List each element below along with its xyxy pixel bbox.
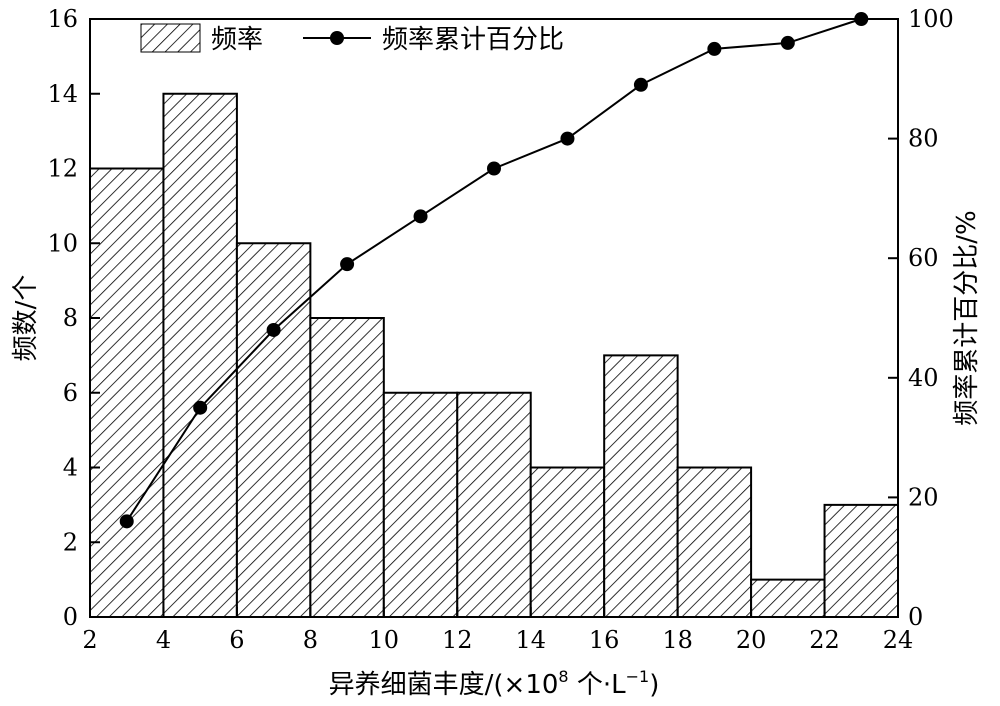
bar-4-6 <box>162 92 238 618</box>
y-right-tick-label: 80 <box>908 125 939 153</box>
axis-tick-labels: 2 4 6 8 10 12 14 16 18 20 22 2402468101214160204060… <box>47 5 953 654</box>
legend-bar-label: 频率 <box>211 25 263 55</box>
bar-18-20 <box>676 466 753 618</box>
x-tick-label: 2 <box>82 626 97 654</box>
bar-20-22 <box>750 578 826 618</box>
y-left-tick-label: 0 <box>63 603 78 631</box>
x-axis-title-unit-exponent: −1 <box>626 667 650 686</box>
bar-2-4 <box>89 167 165 618</box>
cumulative-point-21 <box>780 35 795 50</box>
x-axis-title-exponent: 8 <box>558 667 568 686</box>
y-left-tick-label: 16 <box>47 5 78 33</box>
bar-10-12 <box>382 391 459 618</box>
x-tick-label: 14 <box>515 626 546 654</box>
bar-14-16 <box>529 466 606 618</box>
x-tick-label: 12 <box>442 626 473 654</box>
y-left-tick-label: 14 <box>47 80 78 108</box>
cumulative-line-series <box>119 12 869 529</box>
y-left-tick-label: 12 <box>47 155 78 183</box>
y-left-axis-title: 频数/个 <box>11 275 41 362</box>
bar-16-18 <box>603 354 679 618</box>
cumulative-point-5 <box>193 400 208 415</box>
cumulative-point-13 <box>487 161 501 176</box>
legend-bar-swatch <box>140 23 201 53</box>
bar-22-24 <box>823 503 900 618</box>
legend-line-label: 频率累计百分比 <box>382 25 564 55</box>
x-axis-title-close: ) <box>649 670 659 700</box>
x-axis-title-unit: 个·L <box>569 670 627 700</box>
x-tick-label: 10 <box>369 626 400 654</box>
bar-6-8 <box>235 242 312 618</box>
x-axis-title-main: 异养细菌丰度/(×10 <box>329 670 559 700</box>
x-tick-label: 22 <box>809 626 840 654</box>
y-right-tick-label: 100 <box>908 5 954 33</box>
y-right-tick-label: 60 <box>908 244 939 272</box>
y-left-tick-label: 10 <box>47 229 78 257</box>
y-left-tick-label: 8 <box>63 304 78 332</box>
x-tick-label: 16 <box>589 626 620 654</box>
x-axis-title: 异养细菌丰度/(×108 个·L−1) <box>329 667 660 700</box>
cumulative-point-7 <box>266 322 281 337</box>
axis-ticks <box>89 18 899 618</box>
y-right-tick-label: 40 <box>908 364 939 392</box>
cumulative-point-17 <box>633 77 648 92</box>
x-tick-label: 24 <box>883 626 914 654</box>
y-left-tick-label: 2 <box>63 528 78 556</box>
bar-series <box>89 92 900 618</box>
bar-8-10 <box>309 317 385 618</box>
y-right-tick-label: 0 <box>908 603 923 631</box>
bar-12-14 <box>456 391 532 618</box>
cumulative-point-19 <box>707 41 722 56</box>
y-right-axis-title: 频率累计百分比/% <box>952 210 982 425</box>
legend-line-marker <box>330 31 344 45</box>
y-right-tick-label: 20 <box>908 483 939 511</box>
x-tick-label: 8 <box>303 626 318 654</box>
cumulative-point-3 <box>119 514 134 529</box>
x-tick-label: 6 <box>229 626 244 654</box>
y-left-tick-label: 6 <box>63 379 78 407</box>
cumulative-point-9 <box>340 257 355 272</box>
x-tick-label: 4 <box>156 626 171 654</box>
cumulative-point-15 <box>560 131 575 146</box>
cumulative-point-11 <box>413 209 428 224</box>
x-tick-label: 18 <box>662 626 693 654</box>
y-left-tick-label: 4 <box>63 454 78 482</box>
x-tick-label: 20 <box>736 626 767 654</box>
legend: 频率 频率累计百分比 <box>140 23 564 55</box>
